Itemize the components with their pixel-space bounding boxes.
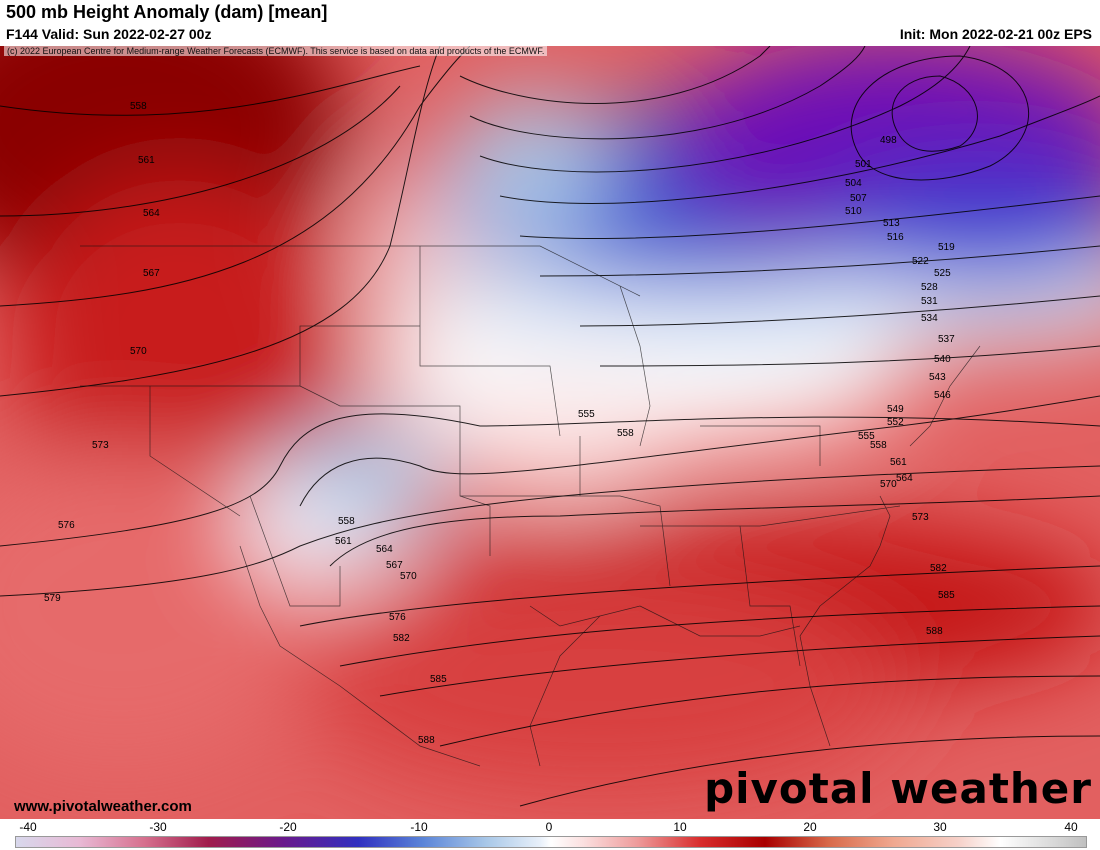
- contour-label: 555: [578, 409, 595, 420]
- height-contours: [0, 46, 1100, 807]
- contour-label: 531: [921, 296, 938, 307]
- contour-label: 513: [883, 218, 900, 229]
- contour-label: 522: [912, 256, 929, 267]
- colorbar-tick: 30: [933, 820, 947, 834]
- contour-label: 585: [430, 674, 447, 685]
- colorbar-gradient: [15, 836, 1087, 848]
- contour-label: 573: [92, 440, 109, 451]
- colorbar: -40 -30 -20 -10 0 10 20 30 40: [0, 819, 1100, 850]
- contour-label: 558: [617, 428, 634, 439]
- contour-label: 567: [143, 268, 160, 279]
- init-time: Init: Mon 2022-02-21 00z EPS: [899, 26, 1092, 42]
- contour-label: 543: [929, 372, 946, 383]
- contour-label: 570: [880, 479, 897, 490]
- forecast-map[interactable]: 498 501 504 507 510 513 516 519 522 525 …: [0, 46, 1100, 819]
- contour-label: 558: [130, 101, 147, 112]
- contour-label: 546: [934, 390, 951, 401]
- contour-label: 498: [880, 135, 897, 146]
- colorbar-ticks: -40 -30 -20 -10 0 10 20 30 40: [0, 819, 1100, 835]
- contour-label: 510: [845, 206, 862, 217]
- contour-label: 558: [870, 440, 887, 451]
- contour-label: 561: [138, 155, 155, 166]
- contour-label: 525: [934, 268, 951, 279]
- map-title: 500 mb Height Anomaly (dam) [mean]: [6, 2, 328, 22]
- contour-label: 507: [850, 193, 867, 204]
- contour-label: 582: [930, 563, 947, 574]
- contour-label: 570: [130, 346, 147, 357]
- contour-label: 576: [58, 520, 75, 531]
- contour-label: 504: [845, 178, 862, 189]
- contour-label: 540: [934, 354, 951, 365]
- contour-label: 564: [143, 208, 160, 219]
- contour-label: 564: [896, 473, 913, 484]
- contour-label: 576: [389, 612, 406, 623]
- anomaly-field: 498 501 504 507 510 513 516 519 522 525 …: [0, 46, 1100, 819]
- colorbar-tick: 40: [1064, 820, 1078, 834]
- contour-label: 555: [858, 431, 875, 442]
- copyright-notice: (c) 2022 European Centre for Medium-rang…: [4, 46, 548, 56]
- valid-time: F144 Valid: Sun 2022-02-27 00z: [6, 26, 212, 42]
- map-header: 500 mb Height Anomaly (dam) [mean] F144 …: [0, 0, 1100, 46]
- contour-label: 552: [887, 417, 904, 428]
- contour-label: 582: [393, 633, 410, 644]
- contour-label: 534: [921, 313, 938, 324]
- colorbar-tick: -30: [149, 820, 167, 834]
- colorbar-tick: 0: [545, 820, 553, 834]
- contour-label: 558: [338, 516, 355, 527]
- website-link[interactable]: www.pivotalweather.com: [14, 798, 192, 815]
- contour-label: 549: [887, 404, 904, 415]
- contour-label: 561: [335, 536, 352, 547]
- contour-label: 519: [938, 242, 955, 253]
- colorbar-tick: -10: [410, 820, 428, 834]
- political-boundaries: [80, 245, 981, 767]
- contour-label: 501: [855, 159, 872, 170]
- brand-logo: pivotal weather: [704, 764, 1092, 813]
- contour-label: 585: [938, 590, 955, 601]
- contour-label: 537: [938, 334, 955, 345]
- contour-label: 588: [926, 626, 943, 637]
- colorbar-tick: -40: [19, 820, 37, 834]
- colorbar-tick: 20: [803, 820, 817, 834]
- contour-label: 579: [44, 593, 61, 604]
- contour-label: 528: [921, 282, 938, 293]
- contour-label: 570: [400, 571, 417, 582]
- colorbar-tick: -20: [279, 820, 297, 834]
- colorbar-tick: 10: [673, 820, 687, 834]
- contour-labels: 498 501 504 507 510 513 516 519 522 525 …: [44, 101, 955, 746]
- contour-label: 564: [376, 544, 393, 555]
- contour-label: 567: [386, 560, 403, 571]
- contour-label: 573: [912, 512, 929, 523]
- contour-label: 561: [890, 457, 907, 468]
- contour-label: 516: [887, 232, 904, 243]
- contour-label: 588: [418, 735, 435, 746]
